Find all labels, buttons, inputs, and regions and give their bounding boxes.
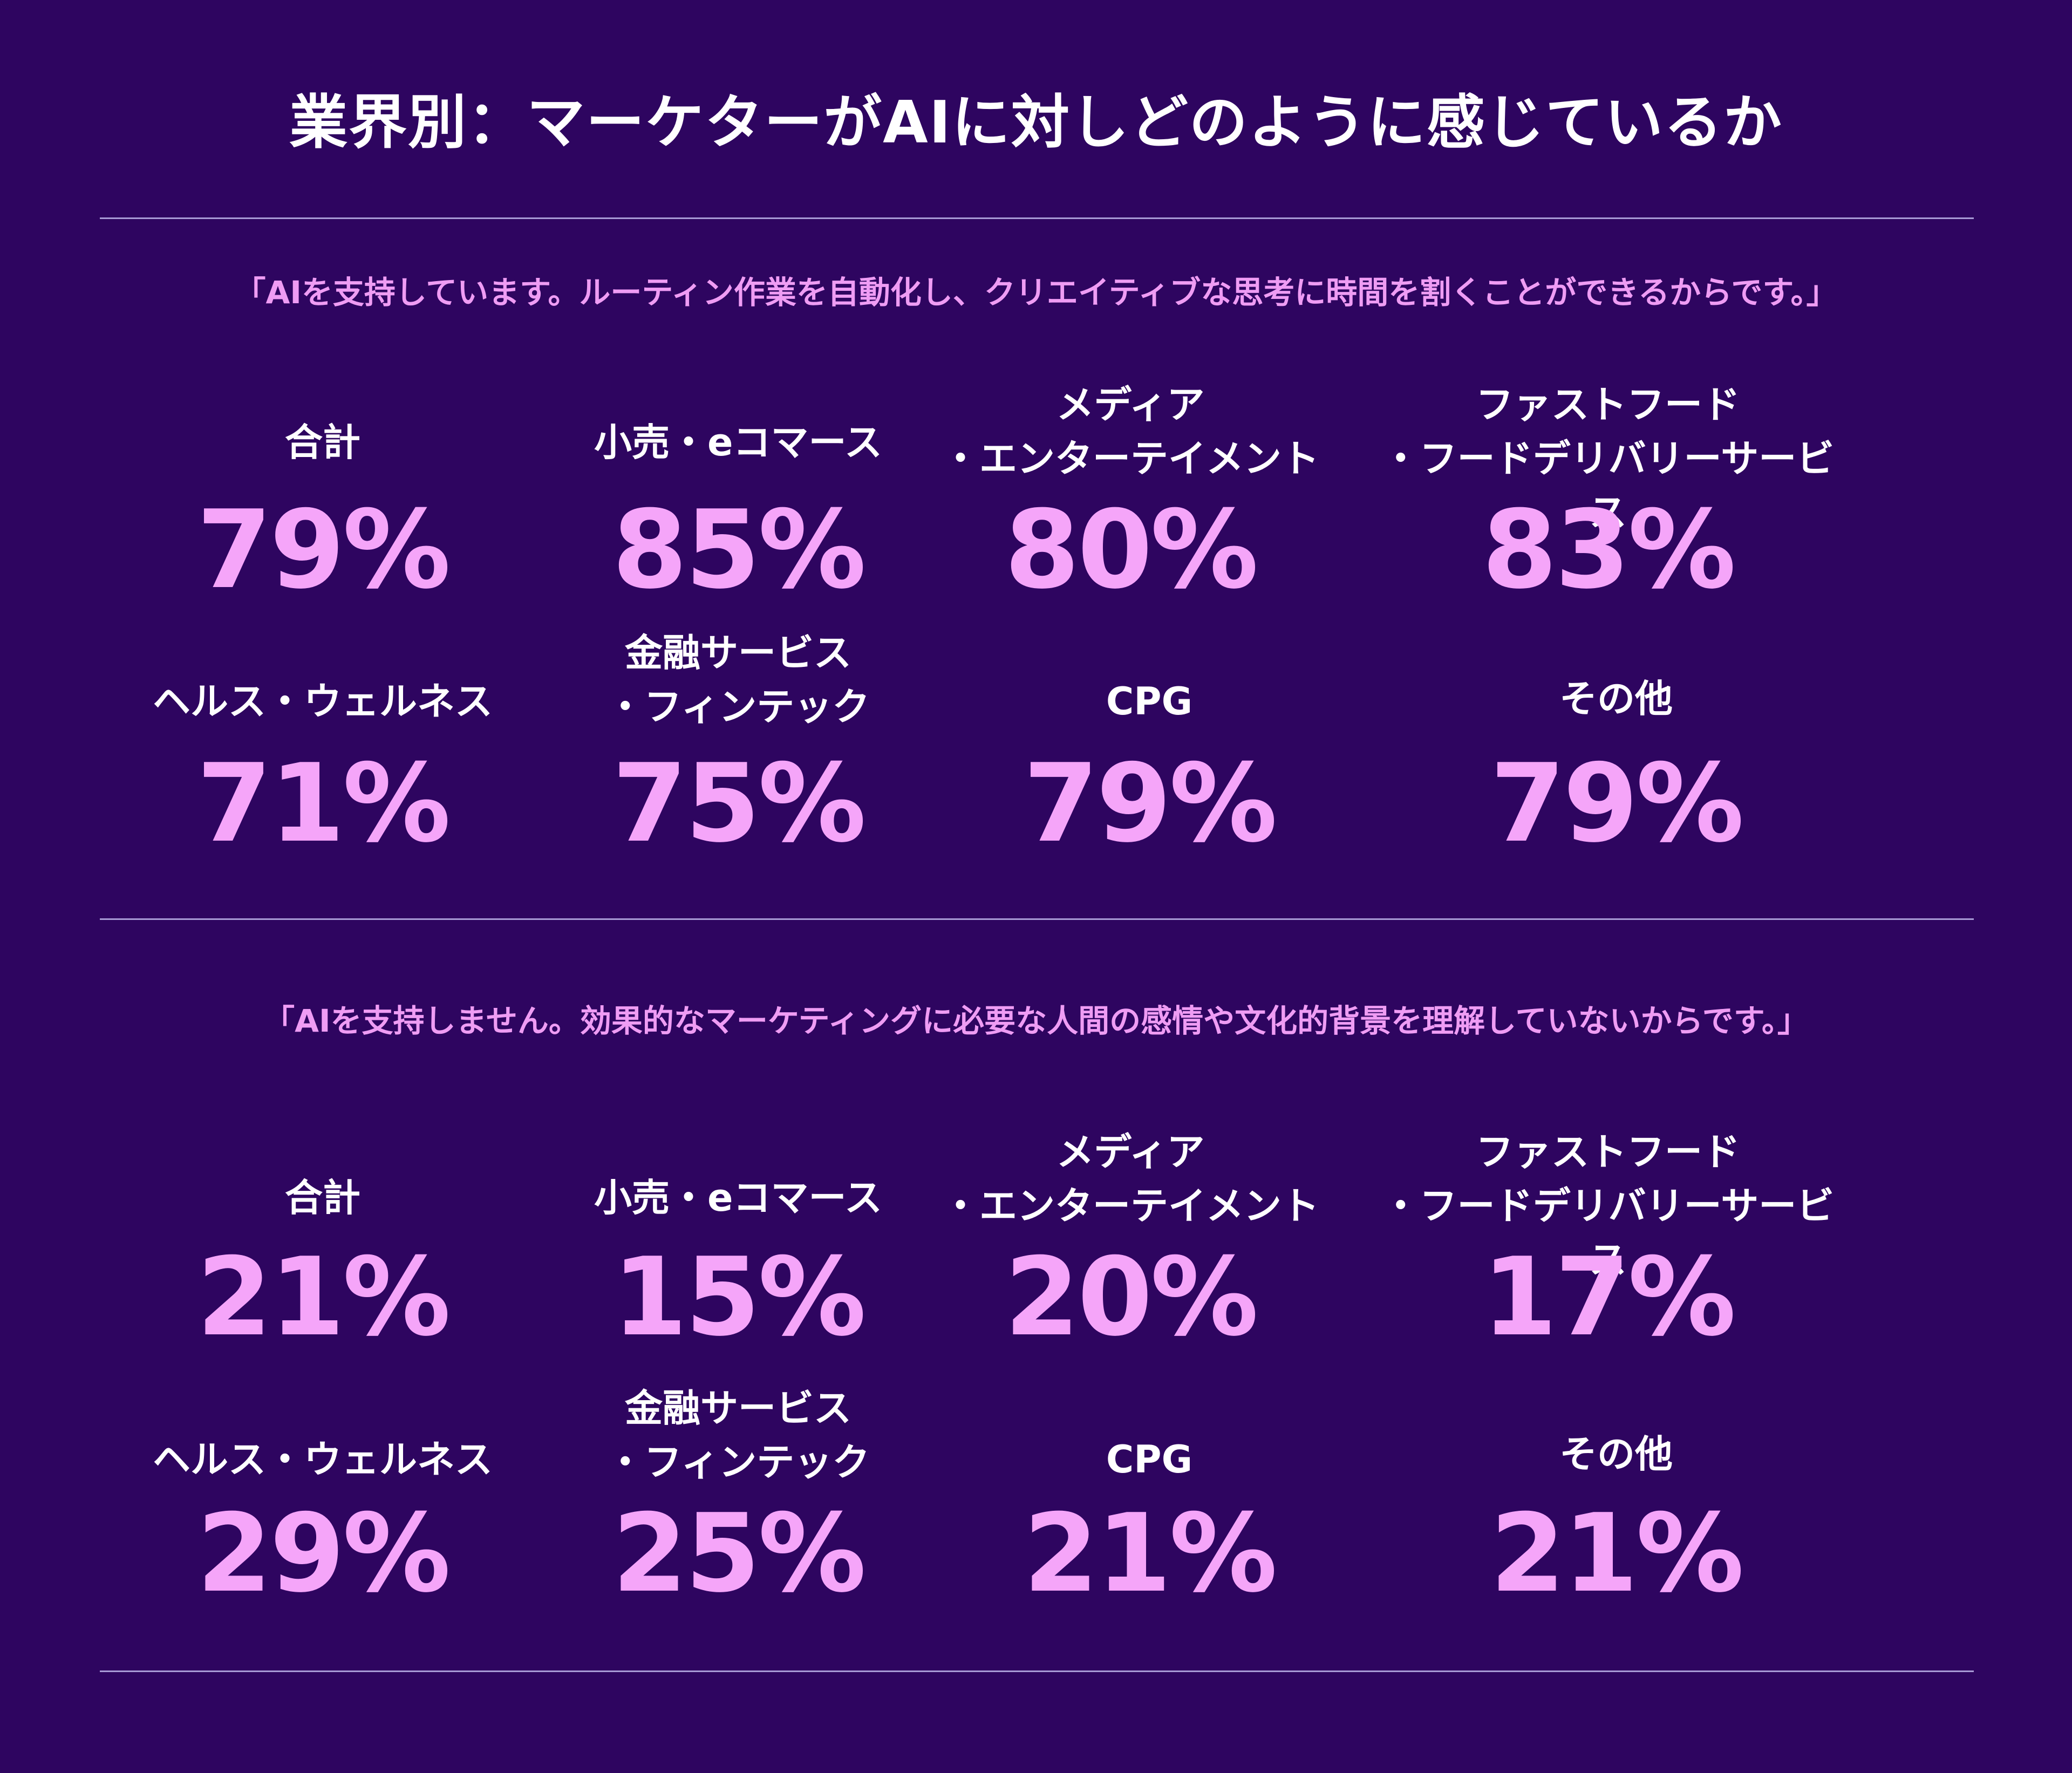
- stat-label: 金融サービス ・フィンテック: [606, 1386, 870, 1484]
- stat-label: CPG: [1106, 1437, 1193, 1482]
- page-title: 業界別：マーケターがAIに対しどのように感じているか: [289, 89, 1783, 156]
- stat-value: 79%: [196, 487, 451, 613]
- stat-label: ヘルス・ウェルネス: [153, 679, 493, 724]
- stat-label: ファストフード ・フードデリバリーサービス: [1381, 1130, 1835, 1282]
- stat-label: ヘルス・ウェルネス: [153, 1437, 493, 1482]
- stat-value: 15%: [612, 1235, 867, 1360]
- support-quote: 「AIを支持しています。ルーティン作業を自動化し、クリエイティブな思考に時間を割…: [234, 274, 1838, 311]
- stat-value: 75%: [612, 741, 867, 867]
- stat-value: 17%: [1482, 1235, 1736, 1360]
- stat-value: 85%: [612, 487, 867, 613]
- divider-top: [100, 217, 1974, 219]
- oppose-quote: 「AIを支持しません。効果的なマーケティングに必要な人間の感情や文化的背景を理解…: [263, 1003, 1809, 1039]
- stat-label: 金融サービス ・フィンテック: [606, 631, 870, 729]
- stat-value: 21%: [1490, 1491, 1744, 1617]
- stat-value: 83%: [1482, 487, 1736, 613]
- stat-label: その他: [1559, 1432, 1673, 1476]
- stat-label: 合計: [285, 1176, 360, 1220]
- stat-label: 小売・eコマース: [594, 420, 882, 465]
- divider-bottom: [100, 1670, 1974, 1672]
- stat-value: 29%: [196, 1491, 451, 1617]
- stat-value: 21%: [1023, 1491, 1278, 1617]
- stat-value: 20%: [1004, 1235, 1259, 1360]
- divider-middle: [100, 918, 1974, 920]
- stat-value: 21%: [196, 1235, 451, 1360]
- stat-value: 79%: [1490, 741, 1744, 867]
- stat-value: 79%: [1023, 741, 1278, 867]
- stat-label: その他: [1559, 677, 1673, 721]
- stat-label: 小売・eコマース: [594, 1176, 882, 1220]
- stat-label: メディア ・エンターテイメント: [942, 383, 1319, 481]
- stat-label: CPG: [1106, 679, 1193, 724]
- stat-label: ファストフード ・フードデリバリーサービス: [1381, 383, 1835, 535]
- stat-value: 25%: [612, 1491, 867, 1617]
- stat-value: 80%: [1004, 487, 1259, 613]
- stat-label: メディア ・エンターテイメント: [942, 1130, 1319, 1228]
- stat-value: 71%: [196, 741, 451, 867]
- stat-label: 合計: [285, 420, 360, 465]
